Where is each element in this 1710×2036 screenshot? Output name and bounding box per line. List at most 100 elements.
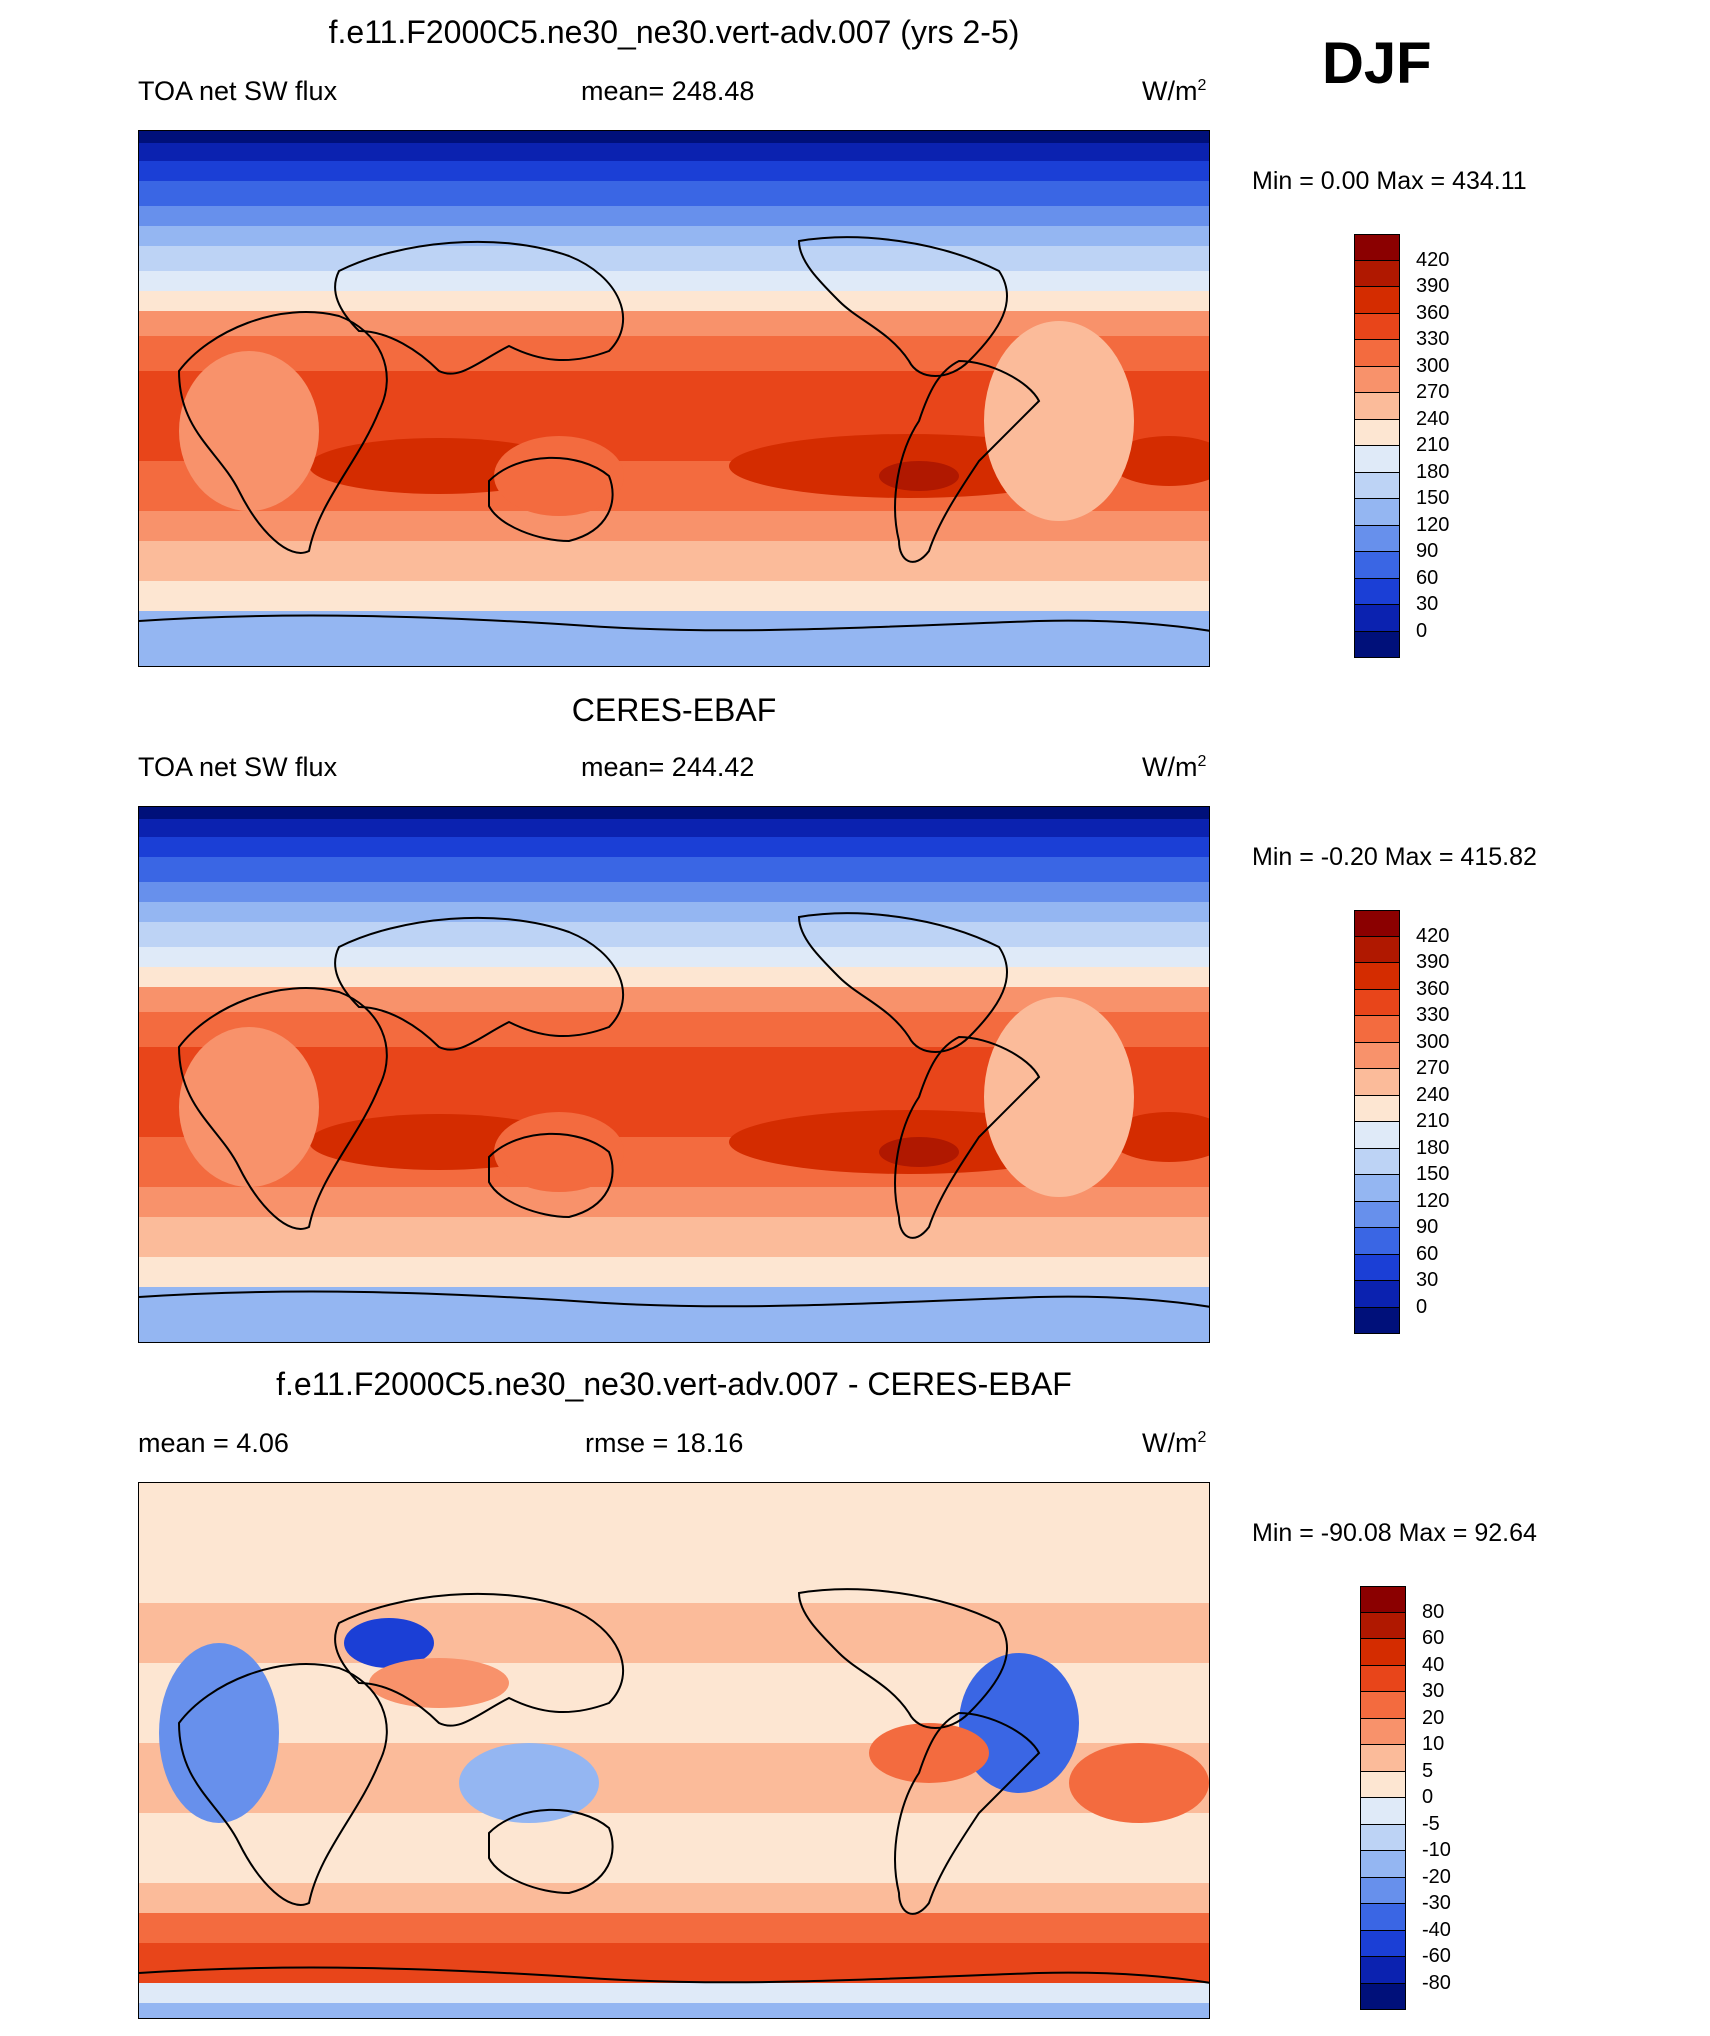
colorbar-tick-label: 5	[1422, 1759, 1434, 1782]
latitude-band	[139, 947, 1209, 968]
panel-1-title: f.e11.F2000C5.ne30_ne30.vert-adv.007 (yr…	[328, 14, 1020, 50]
colorbar-tick-label: 120	[1416, 513, 1450, 536]
land-region	[984, 997, 1134, 1197]
colorbar-tick-label: 270	[1416, 381, 1450, 403]
colorbar-swatch	[1354, 1254, 1400, 1281]
colorbar-tick-label: 330	[1416, 328, 1450, 350]
colorbar-tick-label: 390	[1416, 275, 1450, 297]
colorbar-swatch	[1360, 1930, 1406, 1957]
coastline	[177, 987, 388, 1230]
colorbar-tick-label: 210	[1416, 1110, 1450, 1132]
colorbar-tick-label: -60	[1422, 1945, 1451, 1967]
colorbar-swatch	[1354, 1281, 1400, 1308]
subtropical-maximum	[879, 461, 959, 491]
colorbar-swatch	[1360, 1904, 1406, 1931]
colorbar-tick-label: 30	[1416, 1269, 1439, 1291]
colorbar-tick-label: 240	[1416, 407, 1450, 430]
colorbar-swatch	[1354, 963, 1400, 990]
panel-3-minmax: Min = -90.08 Max = 92.64	[1252, 1519, 1537, 1547]
latitude-band	[139, 1983, 1209, 2004]
colorbar-tick-label: 30	[1422, 1680, 1445, 1702]
latitude-band	[139, 1603, 1209, 1664]
latitude-band	[139, 1913, 1209, 1944]
panel-3-colorbar	[1360, 1586, 1406, 2010]
colorbar-tick-label: 210	[1416, 434, 1450, 456]
colorbar-swatch	[1354, 1201, 1400, 1228]
colorbar-swatch	[1354, 1228, 1400, 1255]
colorbar-tick-label: 90	[1416, 1216, 1439, 1238]
colorbar-swatch	[1360, 1983, 1406, 2010]
latitude-band	[139, 611, 1209, 666]
colorbar-tick-label: 360	[1416, 301, 1450, 324]
panel-1-variable-label: TOA net SW flux	[138, 76, 338, 106]
colorbar-swatch	[1360, 1692, 1406, 1719]
colorbar-swatch	[1360, 1665, 1406, 1692]
colorbar-swatch	[1354, 472, 1400, 499]
colorbar-tick-label: 60	[1416, 1242, 1439, 1265]
colorbar-swatch	[1354, 366, 1400, 393]
land-region	[494, 1112, 624, 1192]
colorbar-tick-label: 0	[1416, 619, 1428, 642]
land-region	[984, 321, 1134, 521]
latitude-band	[139, 541, 1209, 582]
colorbar-swatch	[1354, 1095, 1400, 1122]
panel-2-title: CERES-EBAF	[571, 692, 777, 728]
colorbar-tick-label: 80	[1422, 1600, 1445, 1623]
panel-3-mean-label: mean = 4.06	[138, 1428, 289, 1458]
land-region	[179, 351, 319, 511]
colorbar-tick-label: 150	[1416, 1163, 1450, 1185]
coastline	[334, 240, 625, 375]
subtropical-maximum	[879, 1137, 959, 1167]
latitude-band	[139, 1257, 1209, 1288]
coastline	[797, 912, 1009, 1053]
colorbar-swatch	[1354, 1175, 1400, 1202]
colorbar-tick-label: 420	[1416, 924, 1450, 947]
panel-3-field	[139, 1483, 1209, 2018]
panel-2-map	[138, 806, 1210, 1343]
colorbar-swatch	[1354, 525, 1400, 552]
season-label: DJF	[1322, 31, 1432, 96]
colorbar-swatch	[1354, 499, 1400, 526]
colorbar-swatch	[1360, 1877, 1406, 1904]
colorbar-swatch	[1360, 1639, 1406, 1666]
latitude-band	[139, 581, 1209, 612]
colorbar-swatch	[1354, 631, 1400, 658]
coastline	[797, 1588, 1009, 1729]
panel-1-map	[138, 130, 1210, 667]
coastline	[334, 916, 625, 1051]
latitude-band	[139, 902, 1209, 923]
colorbar-swatch	[1354, 1042, 1400, 1069]
colorbar-swatch	[1354, 936, 1400, 963]
panel-2-colorbar	[1354, 910, 1400, 1334]
panel-3-rmse-label: rmse = 18.16	[585, 1428, 744, 1458]
panel-1-minmax: Min = 0.00 Max = 434.11	[1252, 167, 1527, 195]
colorbar-swatch	[1354, 287, 1400, 314]
latitude-band	[139, 181, 1209, 207]
colorbar-tick-label: 60	[1416, 566, 1439, 589]
colorbar-swatch	[1360, 1718, 1406, 1745]
colorbar-tick-label: -80	[1422, 1971, 1451, 1994]
colorbar-tick-label: -30	[1422, 1892, 1451, 1914]
colorbar-swatch	[1354, 989, 1400, 1016]
colorbar-tick-label: 90	[1416, 540, 1439, 562]
latitude-band	[139, 1217, 1209, 1258]
panel-1-units: W/m2	[1142, 76, 1207, 106]
colorbar-swatch	[1360, 1957, 1406, 1984]
latitude-band	[139, 226, 1209, 247]
colorbar-swatch	[1354, 1307, 1400, 1334]
colorbar-tick-label: 30	[1416, 593, 1439, 615]
colorbar-tick-label: 0	[1422, 1786, 1434, 1808]
coastline	[139, 1290, 1209, 1308]
latitude-band	[139, 882, 1209, 903]
coastline	[177, 1663, 388, 1906]
latitude-band	[139, 1813, 1209, 1884]
bias-region	[159, 1643, 279, 1823]
colorbar-swatch	[1354, 419, 1400, 446]
colorbar-tick-label: 180	[1416, 460, 1450, 483]
land-region	[494, 436, 624, 516]
bias-region	[959, 1653, 1079, 1793]
latitude-band	[139, 837, 1209, 858]
latitude-band	[139, 291, 1209, 312]
colorbar-tick-label: 300	[1416, 354, 1450, 377]
latitude-band	[139, 1543, 1209, 1604]
